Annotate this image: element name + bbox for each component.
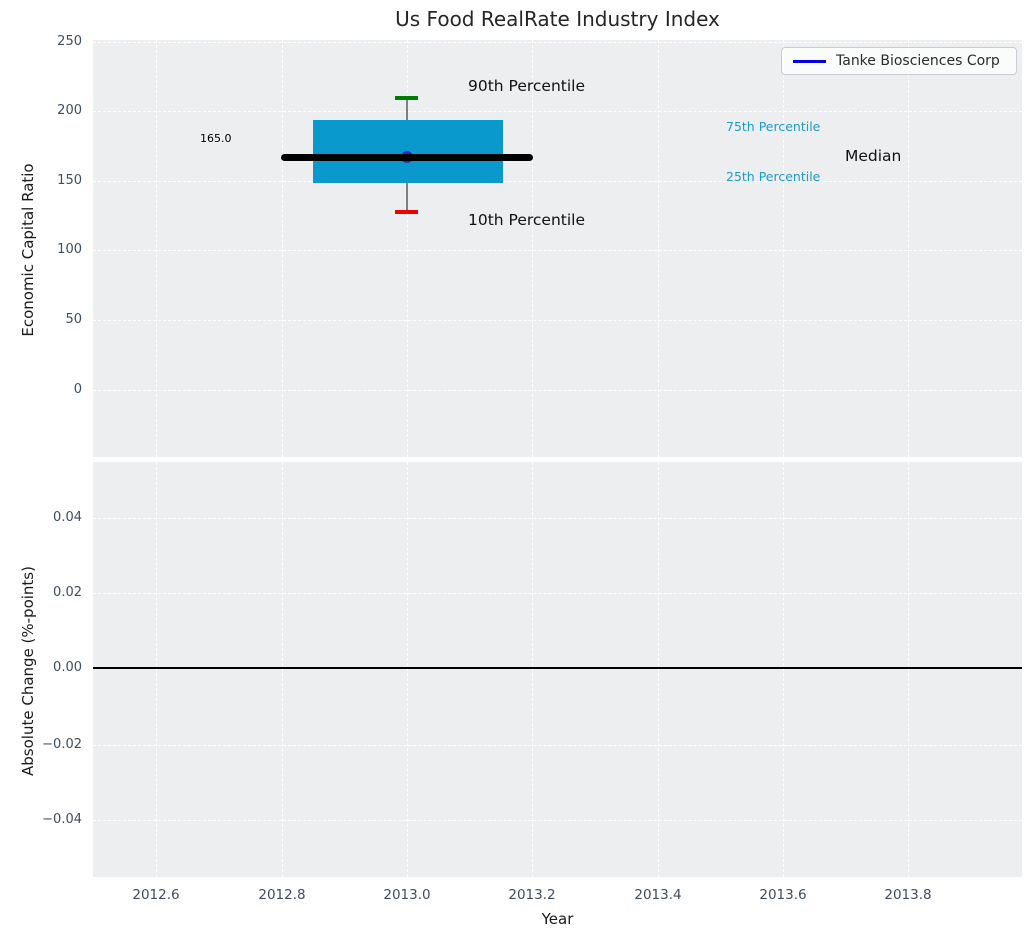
boxplot-10th-percentile-cap (395, 210, 418, 214)
xtick-label: 2012.8 (258, 887, 306, 903)
bottom-y-axis-title: Absolute Change (%-points) (19, 566, 37, 776)
gridline-horizontal (93, 820, 1022, 821)
label-median: Median (845, 147, 902, 165)
gridline-vertical (532, 462, 533, 877)
xtick-label: 2013.8 (884, 887, 932, 903)
gridline-horizontal (93, 320, 1022, 321)
ytick-label: 200 (57, 103, 82, 118)
gridline-horizontal (93, 390, 1022, 391)
ytick-label: −0.02 (42, 737, 82, 752)
label-75th-percentile: 75th Percentile (726, 119, 821, 134)
gridline-vertical (407, 40, 408, 457)
ytick-label: 0.04 (53, 510, 82, 525)
gridline-horizontal (93, 181, 1022, 182)
bottom-axes (93, 462, 1022, 877)
chart-title: Us Food RealRate Industry Index (395, 7, 720, 31)
xtick-label: 2013.6 (759, 887, 807, 903)
legend-line-swatch (793, 59, 826, 63)
boxplot-median-line (281, 153, 533, 161)
ytick-label: 150 (57, 173, 82, 188)
ytick-label: 100 (57, 242, 82, 257)
gridline-horizontal (93, 518, 1022, 519)
ytick-label: 50 (65, 312, 82, 327)
company-value-label: 165.0 (200, 132, 232, 145)
gridline-horizontal (93, 250, 1022, 251)
xtick-label: 2013.0 (383, 887, 431, 903)
gridline-horizontal (93, 593, 1022, 594)
zero-reference-line (93, 667, 1022, 669)
gridline-vertical (407, 462, 408, 877)
gridline-horizontal (93, 745, 1022, 746)
gridline-horizontal (93, 42, 1022, 43)
gridline-vertical (156, 40, 157, 457)
legend: Tanke Biosciences Corp (781, 47, 1017, 75)
gridline-vertical (908, 462, 909, 877)
gridline-vertical (908, 40, 909, 457)
ytick-label: 0 (73, 382, 82, 397)
gridline-vertical (282, 462, 283, 877)
ytick-label: 250 (57, 34, 82, 49)
gridline-vertical (783, 462, 784, 877)
gridline-vertical (156, 462, 157, 877)
label-10th-percentile: 10th Percentile (468, 211, 586, 229)
legend-label: Tanke Biosciences Corp (836, 53, 1000, 69)
gridline-vertical (658, 462, 659, 877)
gridline-vertical (282, 40, 283, 457)
label-25th-percentile: 25th Percentile (726, 169, 821, 184)
ytick-label: 0.00 (53, 660, 82, 675)
top-y-axis-title: Economic Capital Ratio (19, 163, 37, 337)
ytick-label: −0.04 (42, 812, 82, 827)
gridline-vertical (783, 40, 784, 457)
xtick-label: 2012.6 (132, 887, 180, 903)
ytick-label: 0.02 (53, 585, 82, 600)
top-axes: 165.0 90th Percentile 10th Percentile 75… (93, 40, 1022, 457)
label-90th-percentile: 90th Percentile (468, 77, 586, 95)
gridline-vertical (532, 40, 533, 457)
gridline-horizontal (93, 111, 1022, 112)
xtick-label: 2013.4 (634, 887, 682, 903)
x-axis-title: Year (541, 910, 574, 928)
gridline-vertical (658, 40, 659, 457)
xtick-label: 2013.2 (508, 887, 556, 903)
boxplot-90th-percentile-cap (395, 96, 418, 100)
